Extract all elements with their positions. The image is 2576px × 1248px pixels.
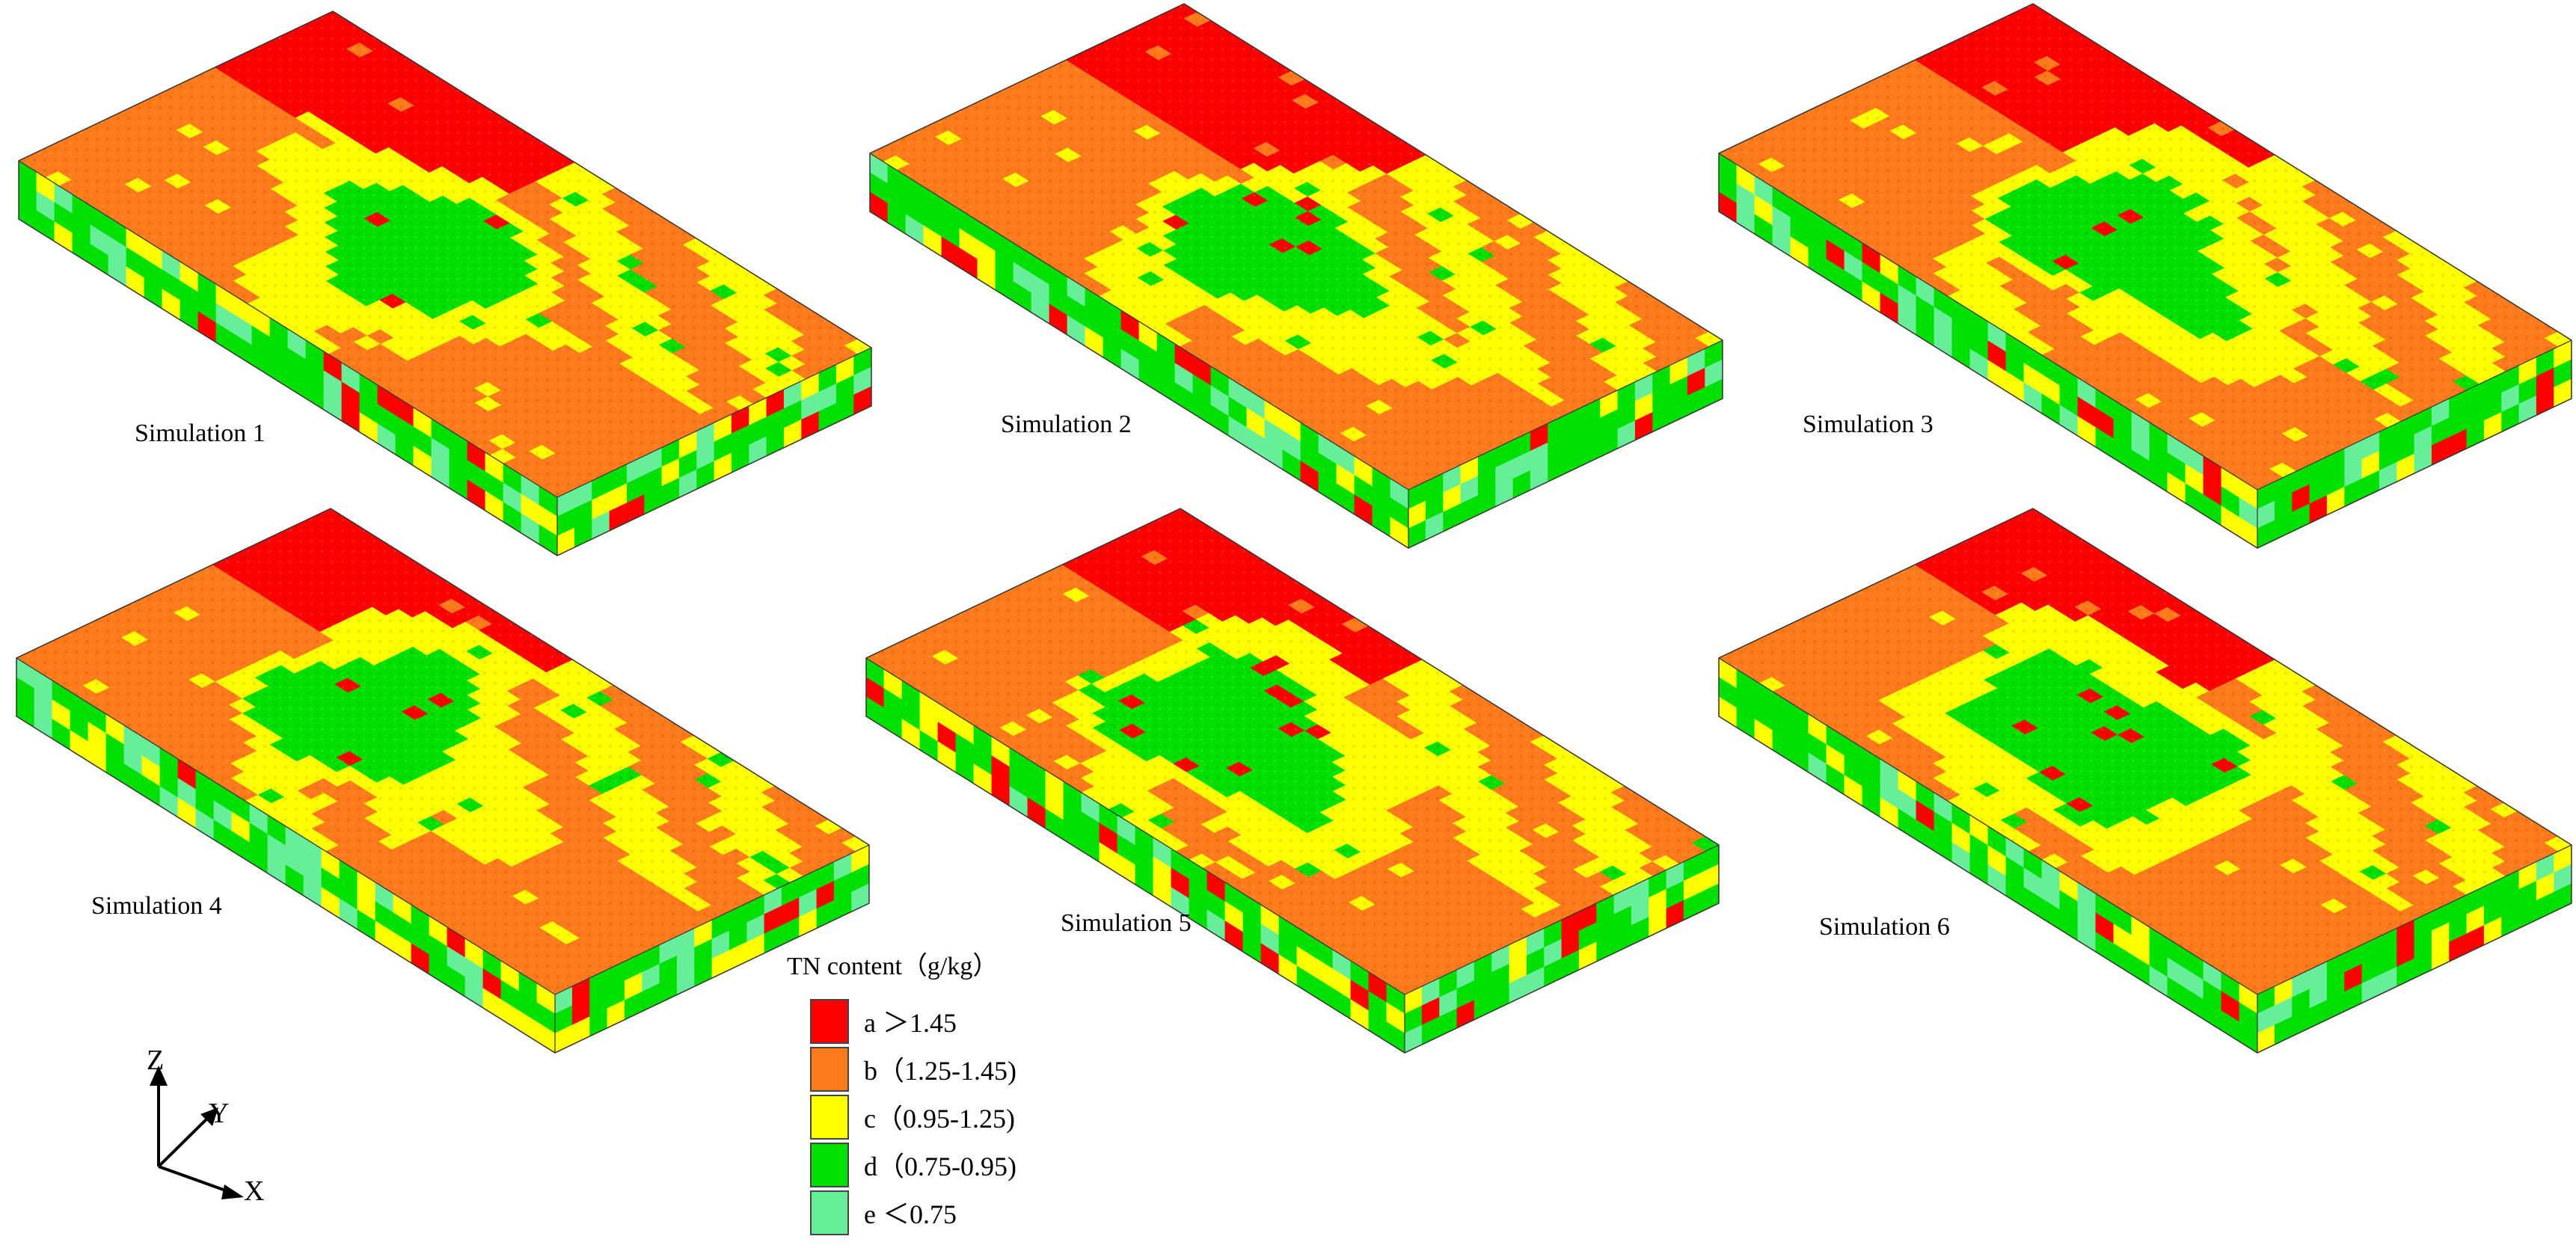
- legend-swatch-b: [810, 1047, 849, 1092]
- simulation-blocks: [16, 3, 2572, 1054]
- simulation-5-label: Simulation 5: [1061, 909, 1192, 937]
- x-axis-label: X: [244, 1175, 264, 1207]
- simulation-2-block: [869, 3, 1723, 549]
- simulation-1-block: [18, 10, 872, 556]
- legend-swatch-a: [810, 999, 849, 1044]
- legend-label-e: e ＜0.75: [864, 1199, 957, 1229]
- legend-swatch-e: [810, 1190, 849, 1235]
- legend-label-a: a ＞1.45: [864, 1008, 957, 1038]
- legend: TN content（g/kg） a ＞1.45 b（1.25-1.45) c（…: [787, 952, 1016, 1235]
- simulation-2-label: Simulation 2: [1001, 411, 1132, 438]
- legend-label-b: b（1.25-1.45): [864, 1056, 1016, 1086]
- simulation-1-label: Simulation 1: [135, 419, 266, 447]
- simulation-6-block: [1718, 508, 2572, 1054]
- y-axis-arrowhead: [200, 1107, 218, 1126]
- legend-swatch-d: [810, 1143, 849, 1187]
- z-axis-label: Z: [147, 1045, 164, 1076]
- simulation-3-block: [1718, 3, 2572, 549]
- legend-label-d: d（0.75-0.95): [864, 1152, 1016, 1181]
- y-axis-line: [157, 1111, 215, 1168]
- legend-swatch-c: [810, 1095, 849, 1140]
- simulation-5-block: [865, 508, 1720, 1054]
- simulation-6-label: Simulation 6: [1819, 913, 1950, 941]
- x-axis-arrowhead: [221, 1184, 244, 1199]
- axis-triad: [150, 1066, 244, 1199]
- z-axis-arrowhead: [150, 1066, 168, 1086]
- simulation-4-block: [16, 508, 870, 1054]
- simulation-3-label: Simulation 3: [1803, 411, 1933, 438]
- y-axis-label: Y: [209, 1098, 229, 1129]
- legend-label-c: c（0.95-1.25): [864, 1104, 1015, 1134]
- simulation-4-label: Simulation 4: [91, 892, 222, 920]
- legend-title: TN content（g/kg）: [787, 952, 998, 980]
